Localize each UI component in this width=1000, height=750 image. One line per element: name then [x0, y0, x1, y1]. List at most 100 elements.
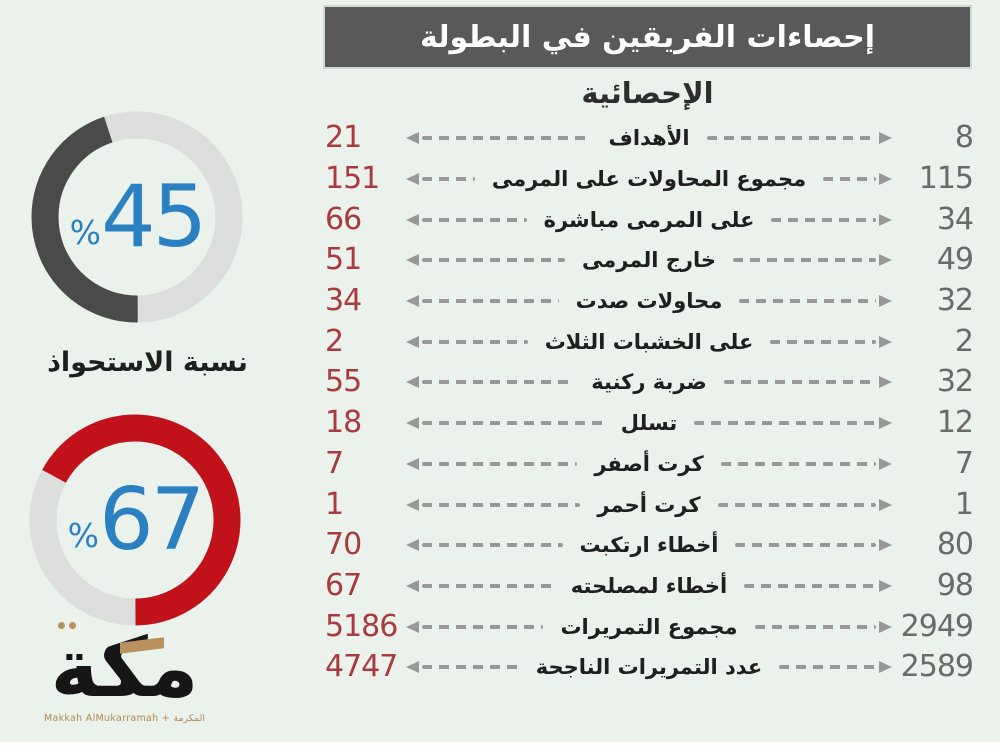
possession-label: نسبة الاستحواذ	[47, 347, 248, 378]
team-red-value: 1	[325, 486, 344, 522]
arrow-right	[735, 539, 893, 552]
dashed-line	[720, 461, 877, 466]
arrowhead-right-icon	[879, 213, 892, 226]
donut-chart-45	[31, 111, 243, 323]
stat-label: أخطاء لمصلحته	[570, 573, 728, 598]
dashed-line	[823, 177, 876, 182]
stat-label: مجموع التمريرات	[560, 614, 738, 639]
stat-label: مجموع المحاولات على المرمى	[491, 167, 807, 192]
team-gray-value: 32	[936, 364, 974, 400]
arrow-right	[771, 213, 892, 226]
arrowhead-right-icon	[879, 132, 892, 145]
dashed-line	[733, 258, 876, 263]
arrowhead-right-icon	[879, 498, 893, 511]
arrow-right	[723, 376, 893, 389]
stat-row: 21 الأهداف 8	[325, 118, 974, 159]
stat-label: خارج المرمى	[581, 248, 717, 273]
arrow-right	[823, 173, 892, 186]
dashed-line	[422, 461, 578, 466]
team-gray-value: 7	[954, 445, 974, 481]
dashed-line	[422, 380, 575, 385]
logo-wordmark-text: مكة	[50, 621, 199, 716]
arrowhead-left-icon	[406, 661, 419, 674]
arrowhead-right-icon	[879, 457, 893, 470]
dashed-line	[779, 665, 876, 670]
dashed-line	[717, 502, 877, 507]
team-gray-value: 2589	[900, 649, 974, 685]
dashed-line	[744, 583, 876, 588]
arrowhead-right-icon	[879, 173, 892, 186]
arrow-right	[754, 620, 892, 633]
dashed-line	[735, 543, 877, 548]
arrowhead-right-icon	[879, 335, 893, 348]
arrow-right	[770, 335, 893, 348]
stat-label: ضربة ركنية	[591, 370, 707, 395]
team-red-value: 18	[325, 405, 362, 441]
stat-row: 34 محاولات صدت 32	[325, 281, 974, 322]
arrowhead-left-icon	[406, 457, 419, 470]
dashed-line	[422, 421, 604, 426]
logo-dot-icon	[69, 622, 77, 629]
arrowhead-left-icon	[406, 620, 419, 633]
dashed-line	[771, 217, 876, 222]
team-red-value: 67	[325, 567, 362, 603]
arrowhead-left-icon	[406, 539, 419, 552]
arrow-left	[406, 132, 592, 145]
arrow-left	[406, 539, 563, 552]
dashed-line	[422, 136, 592, 141]
stat-label: عدد التمريرات الناجحة	[535, 655, 763, 680]
dashed-line	[706, 136, 876, 141]
stat-label: كرت أحمر	[597, 492, 701, 517]
arrow-right	[720, 457, 893, 470]
arrowhead-left-icon	[406, 417, 419, 430]
team-red-value: 151	[325, 161, 380, 197]
arrow-right	[706, 132, 892, 145]
dashed-line	[422, 543, 563, 548]
dashed-line	[422, 258, 565, 263]
arrow-left	[406, 335, 528, 348]
arrow-right	[733, 254, 892, 267]
arrowhead-left-icon	[406, 132, 419, 145]
arrowhead-left-icon	[406, 335, 419, 348]
arrowhead-left-icon	[406, 579, 419, 592]
arrowhead-left-icon	[406, 173, 419, 186]
team-gray-value: 12	[936, 405, 974, 441]
stat-row: 1 كرت أحمر 1	[325, 484, 974, 525]
arrow-left	[406, 417, 604, 430]
arrow-right	[694, 417, 893, 430]
arrowhead-right-icon	[879, 620, 892, 633]
makkah-logo: مكة Makkah AlMukarramah + المكرمة	[32, 622, 217, 725]
stats-subtitle: الإحصائية	[581, 76, 714, 110]
team-gray-value: 8	[954, 120, 974, 156]
arrow-right	[717, 498, 893, 511]
arrow-left	[406, 213, 527, 226]
header-banner: إحصاءات الفريقين في البطولة	[323, 5, 972, 69]
dashed-line	[422, 583, 554, 588]
stats-rows: 2 1 الأهداف 8 151 مجموع المحاولات على المرمى 1…	[325, 118, 974, 688]
arrowhead-right-icon	[879, 661, 892, 674]
logo-wordmark: مكة	[50, 622, 199, 712]
team-red-value: 2	[325, 323, 344, 359]
arrow-left	[406, 295, 559, 308]
bottom-border	[0, 742, 1000, 750]
arrow-left	[406, 620, 544, 633]
logo-tagline: Makkah AlMukarramah + المكرمة	[43, 713, 206, 725]
arrowhead-left-icon	[406, 254, 419, 267]
dashed-line	[422, 177, 475, 182]
team-gray-value: 2949	[900, 608, 974, 644]
arrow-left	[406, 376, 575, 389]
arrow-left	[406, 498, 581, 511]
arrow-right	[739, 295, 892, 308]
logo-dot-icon	[58, 622, 66, 629]
stat-label: الأهداف	[608, 126, 690, 151]
stat-row: 51 خارج المرمى 49	[325, 240, 974, 281]
stat-row: 70 أخطاء ارتكبت 80	[325, 525, 974, 566]
dashed-line	[754, 624, 876, 629]
stat-row: 5186 مجموع التمريرات 2949	[325, 606, 974, 647]
arrow-left	[406, 173, 475, 186]
arrowhead-left-icon	[406, 213, 419, 226]
dashed-line	[422, 665, 519, 670]
team-gray-value: 115	[918, 161, 974, 197]
team-gray-value: 2	[954, 323, 974, 359]
arrowhead-left-icon	[406, 295, 419, 308]
